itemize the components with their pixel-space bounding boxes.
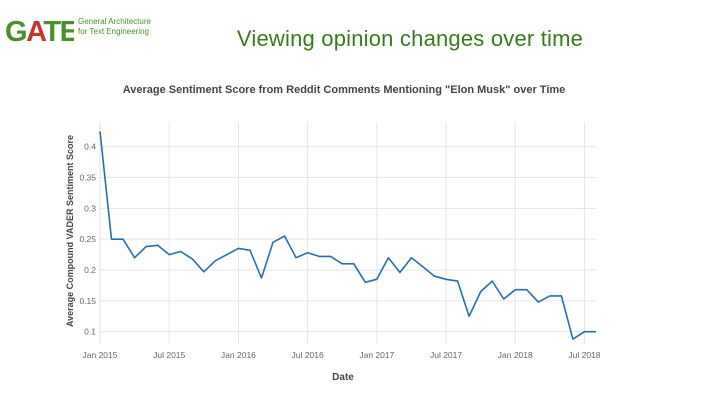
gate-logo-subtitle: General Architecture for Text Engineerin… [78,17,151,37]
gate-logo-line-1: General Architecture [78,17,151,26]
gate-logo-letter-g: G [5,16,26,46]
slide-title: Viewing opinion changes over time [236,26,584,51]
gate-logo-letter-e: E [60,16,74,46]
gate-logo-line-2: for Text Engineering [78,27,150,36]
y-tick-label: 0.35 [79,173,96,183]
x-tick-label: Jan 2016 [221,350,256,360]
y-tick-label: 0.3 [84,203,96,213]
y-axis-ticks: 0.1 0.15 0.2 0.25 0.3 0.35 0.4 [79,142,96,337]
y-tick-label: 0.15 [79,296,96,306]
x-tick-label: Jul 2015 [153,350,185,360]
sentiment-series-line [99,131,596,340]
x-tick-label: Jan 2017 [359,350,394,360]
x-tick-label: Jul 2016 [292,350,324,360]
y-axis-label: Average Compound VADER Sentiment Score [65,135,75,327]
x-tick-label: Jul 2018 [568,350,600,360]
y-tick-label: 0.2 [84,265,96,275]
gate-logo-letter-t: T [43,16,61,46]
x-axis-ticks: Jan 2015 Jul 2015 Jan 2016 Jul 2016 Jan 2017… [83,350,601,360]
x-tick-label: Jul 2017 [430,350,462,360]
gate-logo: GATE General Architecture for Text Engin… [4,14,154,46]
x-axis-label: Date [332,372,354,383]
chart-title: Average Sentiment Score from Reddit Comm… [123,84,566,96]
gate-logo-letter-a: A [26,16,47,46]
gate-logo-text: GATE [5,16,74,46]
y-tick-label: 0.25 [79,234,96,244]
x-tick-label: Jan 2018 [498,350,533,360]
grid-lines [99,122,596,344]
gate-logo-mark: GATE [5,16,74,46]
sentiment-line-chart: Average Sentiment Score from Reddit Comm… [65,84,601,383]
y-tick-label: 0.1 [84,327,96,337]
x-tick-label: Jan 2015 [83,350,118,360]
y-tick-label: 0.4 [84,142,96,152]
